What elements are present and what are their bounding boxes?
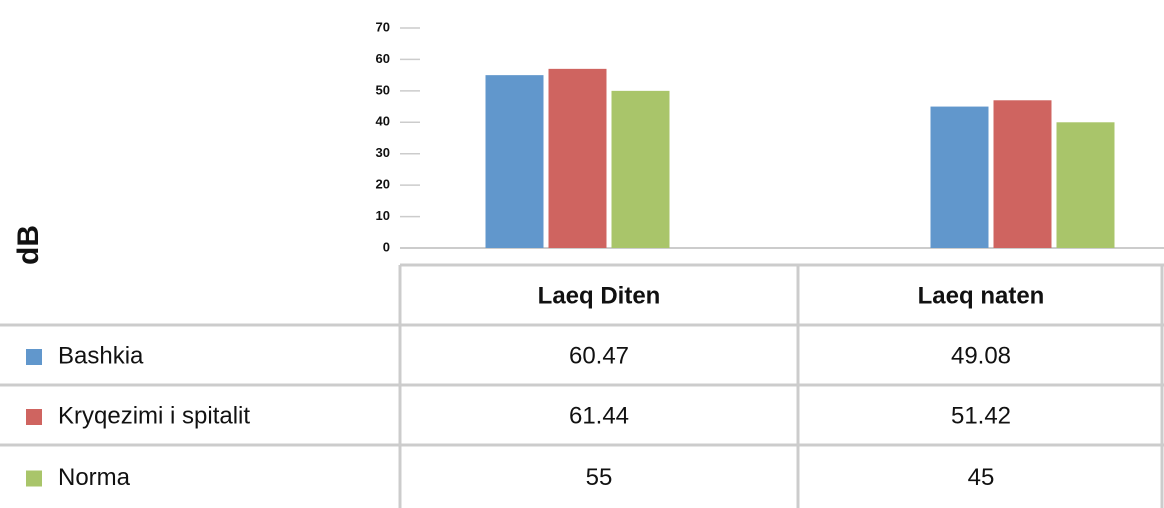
table-cell: 60.47 bbox=[569, 342, 629, 369]
legend-label: Kryqezimi i spitalit bbox=[58, 402, 250, 429]
bar bbox=[993, 100, 1052, 249]
y-tick-label: 50 bbox=[376, 82, 390, 97]
y-tick-label: 40 bbox=[376, 114, 390, 129]
y-tick-label: 0 bbox=[383, 239, 390, 254]
bar bbox=[611, 90, 670, 248]
y-axis-title: dB bbox=[12, 225, 45, 265]
y-tick-label: 10 bbox=[376, 208, 390, 223]
legend-label: Bashkia bbox=[58, 342, 144, 369]
legend-swatch bbox=[26, 349, 42, 365]
table-cell: 61.44 bbox=[569, 402, 629, 429]
column-header: Laeq naten bbox=[918, 282, 1045, 309]
y-tick-label: 70 bbox=[376, 19, 390, 34]
bar bbox=[548, 68, 607, 248]
table-cell: 49.08 bbox=[951, 342, 1011, 369]
y-tick-label: 60 bbox=[376, 51, 390, 66]
table-cell: 55 bbox=[586, 464, 613, 491]
legend-label: Norma bbox=[58, 464, 131, 491]
y-tick-label: 30 bbox=[376, 145, 390, 160]
legend-swatch bbox=[26, 470, 42, 487]
bar bbox=[1056, 122, 1115, 248]
bar bbox=[485, 75, 544, 249]
table-cell: 45 bbox=[968, 464, 995, 491]
column-header: Laeq Diten bbox=[538, 282, 661, 309]
legend-swatch bbox=[26, 409, 42, 425]
bar bbox=[930, 106, 989, 248]
table-cell: 51.42 bbox=[951, 402, 1011, 429]
y-tick-label: 20 bbox=[376, 177, 390, 192]
